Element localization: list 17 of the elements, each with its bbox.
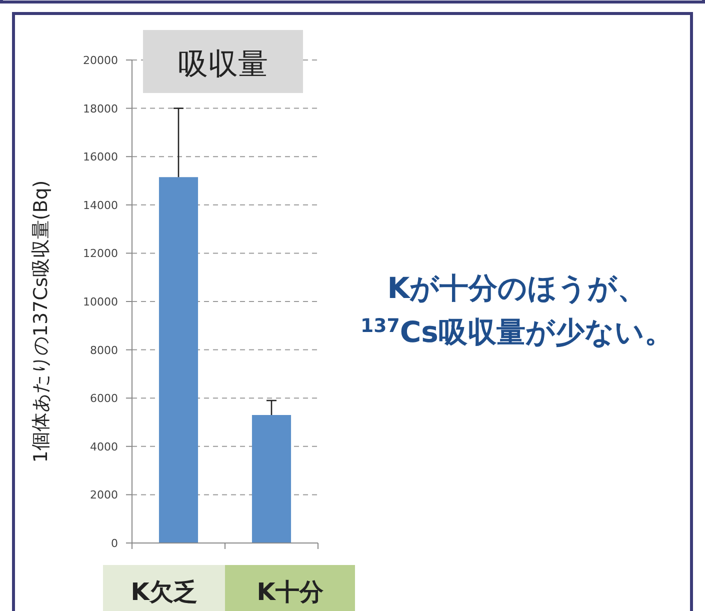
y-axis-title: 1個体あたりの137Cs吸収量(Bq) <box>30 180 52 463</box>
y-tick-label: 12000 <box>83 247 118 260</box>
y-tick-label: 18000 <box>83 102 118 116</box>
y-tick-label: 2000 <box>90 488 118 502</box>
chart-title: 吸収量 <box>178 47 268 82</box>
y-tick-label: 14000 <box>83 198 118 212</box>
text: $^{137}$Cs吸収量が少ない。 <box>360 315 674 349</box>
y-tick-label: 16000 <box>83 150 118 164</box>
y-tick-label: 8000 <box>90 344 118 357</box>
x-tick-label: K欠乏 <box>130 578 198 606</box>
x-tick-label: K十分 <box>256 578 324 606</box>
y-tick-label: 4000 <box>90 440 118 454</box>
text: Kが十分のほうが、 <box>387 271 647 305</box>
y-tick-label: 6000 <box>90 392 118 406</box>
y-tick-label: 20000 <box>83 54 118 67</box>
y-tick-label: 10000 <box>83 296 118 308</box>
y-tick-label: 0 <box>111 537 118 550</box>
